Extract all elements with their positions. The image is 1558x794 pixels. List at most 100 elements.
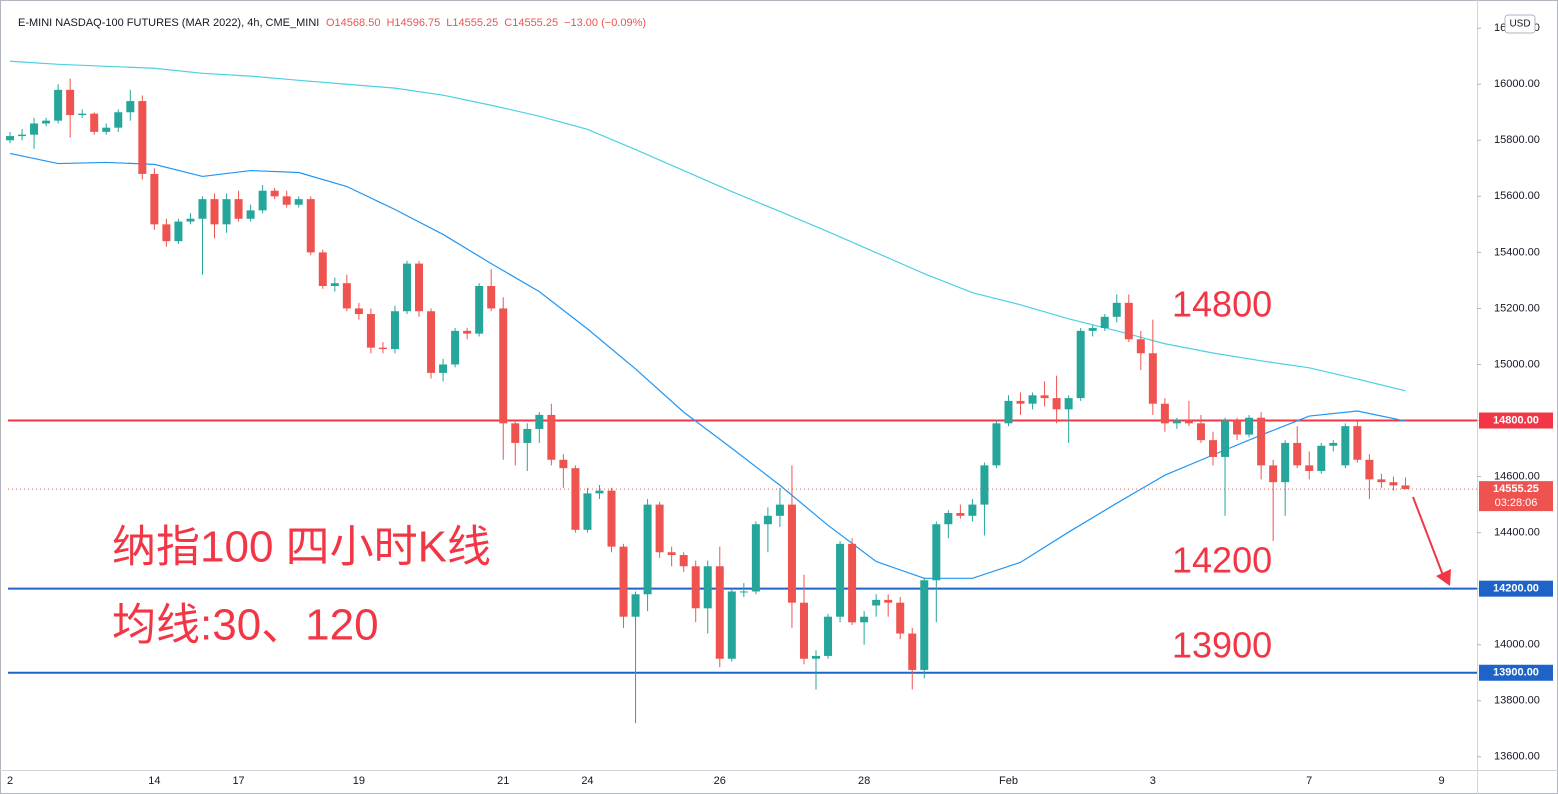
x-tick-label: 7 [1306,775,1312,787]
candle-body [282,196,291,205]
candle-body [643,504,652,595]
candle-body [1317,445,1326,471]
annotation: 均线:30、120 [112,601,379,650]
candle-body [691,566,700,609]
arrow [1412,496,1451,586]
currency-label: USD [1509,19,1530,30]
y-tick-label: 15400.00 [1494,246,1540,258]
x-tick-label: 26 [714,775,726,787]
candle-body [1196,423,1205,441]
candle-body [210,199,219,225]
moving-average [9,60,1406,392]
candle-body [162,224,171,242]
candle-body [884,599,893,603]
x-tick-label: 24 [581,775,593,787]
x-tick-label: Feb [999,775,1018,787]
candle-body [812,655,821,659]
candle-body [631,594,640,617]
candle-body [54,89,63,121]
candle-body [763,515,772,525]
candle-body [294,199,303,205]
candle-body [1076,330,1085,399]
candle-body [523,428,532,443]
candle-body [1124,302,1133,340]
y-tick-label: 15800.00 [1494,134,1540,146]
candle-body [667,552,676,556]
countdown-label: 03:28:06 [1495,497,1538,509]
candle-body [1148,353,1157,404]
y-tick-label: 13600.00 [1494,751,1540,763]
candle-body [860,616,869,623]
candle-body [1353,426,1362,460]
x-tick-label: 9 [1439,775,1445,787]
candle-body [836,543,845,617]
candle-body [451,330,460,365]
candle-body [751,524,760,592]
candle-body [1004,400,1013,424]
annotation: 14800 [1172,284,1272,325]
ohlc-header: O14568.50 H14596.75 L14555.25 C14555.25 −13.… [326,17,646,29]
candle-body [896,602,905,634]
candle-body [956,513,965,516]
candle-body [42,120,51,124]
ohlc-value: L14555.25 [446,17,498,29]
candle-body [607,490,616,547]
candle-body [270,190,279,197]
currency-box [1504,14,1536,34]
candle-body [932,524,941,581]
x-tick-label: 3 [1150,775,1156,787]
candle-body [318,252,327,287]
candle-body [330,283,339,287]
candle-body [908,633,917,670]
candle-body [1257,417,1266,466]
level-tag-label: 13900.00 [1493,667,1539,679]
candle-body [366,314,375,348]
y-tick-label: 14600.00 [1494,470,1540,482]
candle-body [186,218,195,222]
candle-body [114,112,123,128]
candle-body [824,616,833,656]
candle-body [246,210,255,219]
candle-body [619,546,628,617]
y-tick-label: 13800.00 [1494,695,1540,707]
candle-body [18,134,27,137]
candle-body [571,468,580,530]
candle-body [980,465,989,505]
candle-body [1052,398,1061,410]
candle-body [920,580,929,670]
candle-body [1209,440,1217,457]
level-tag [1479,412,1553,429]
level-tag-label: 14800.00 [1493,414,1539,426]
moving-average [9,152,1406,579]
y-tick-label: 14400.00 [1494,527,1540,539]
candle-body [992,423,1001,466]
candle-body [559,459,568,469]
candle-body [1401,485,1410,490]
candle-body [1389,482,1398,486]
candle-body [378,347,387,350]
candle-body [6,136,14,141]
candle-body [511,423,520,443]
candle-body [775,504,784,516]
candle-body [342,283,351,309]
candle-body [679,555,688,567]
candle-body [595,490,604,494]
candle-body [583,493,592,530]
y-tick-label: 15200.00 [1494,302,1540,314]
candle-body [174,221,183,242]
candle-body [30,123,39,135]
candle-body [1088,328,1097,331]
candle-body [1245,417,1254,435]
candle-body [715,566,724,659]
candle-body [90,113,99,132]
level-tag-label: 14200.00 [1493,583,1539,595]
candle-body [66,89,75,116]
candle-body [727,591,736,659]
x-tick-label: 2 [7,775,13,787]
candle-body [535,414,544,429]
candle-body [306,199,315,253]
candle-body [487,286,496,309]
annotation: 14200 [1172,540,1272,581]
